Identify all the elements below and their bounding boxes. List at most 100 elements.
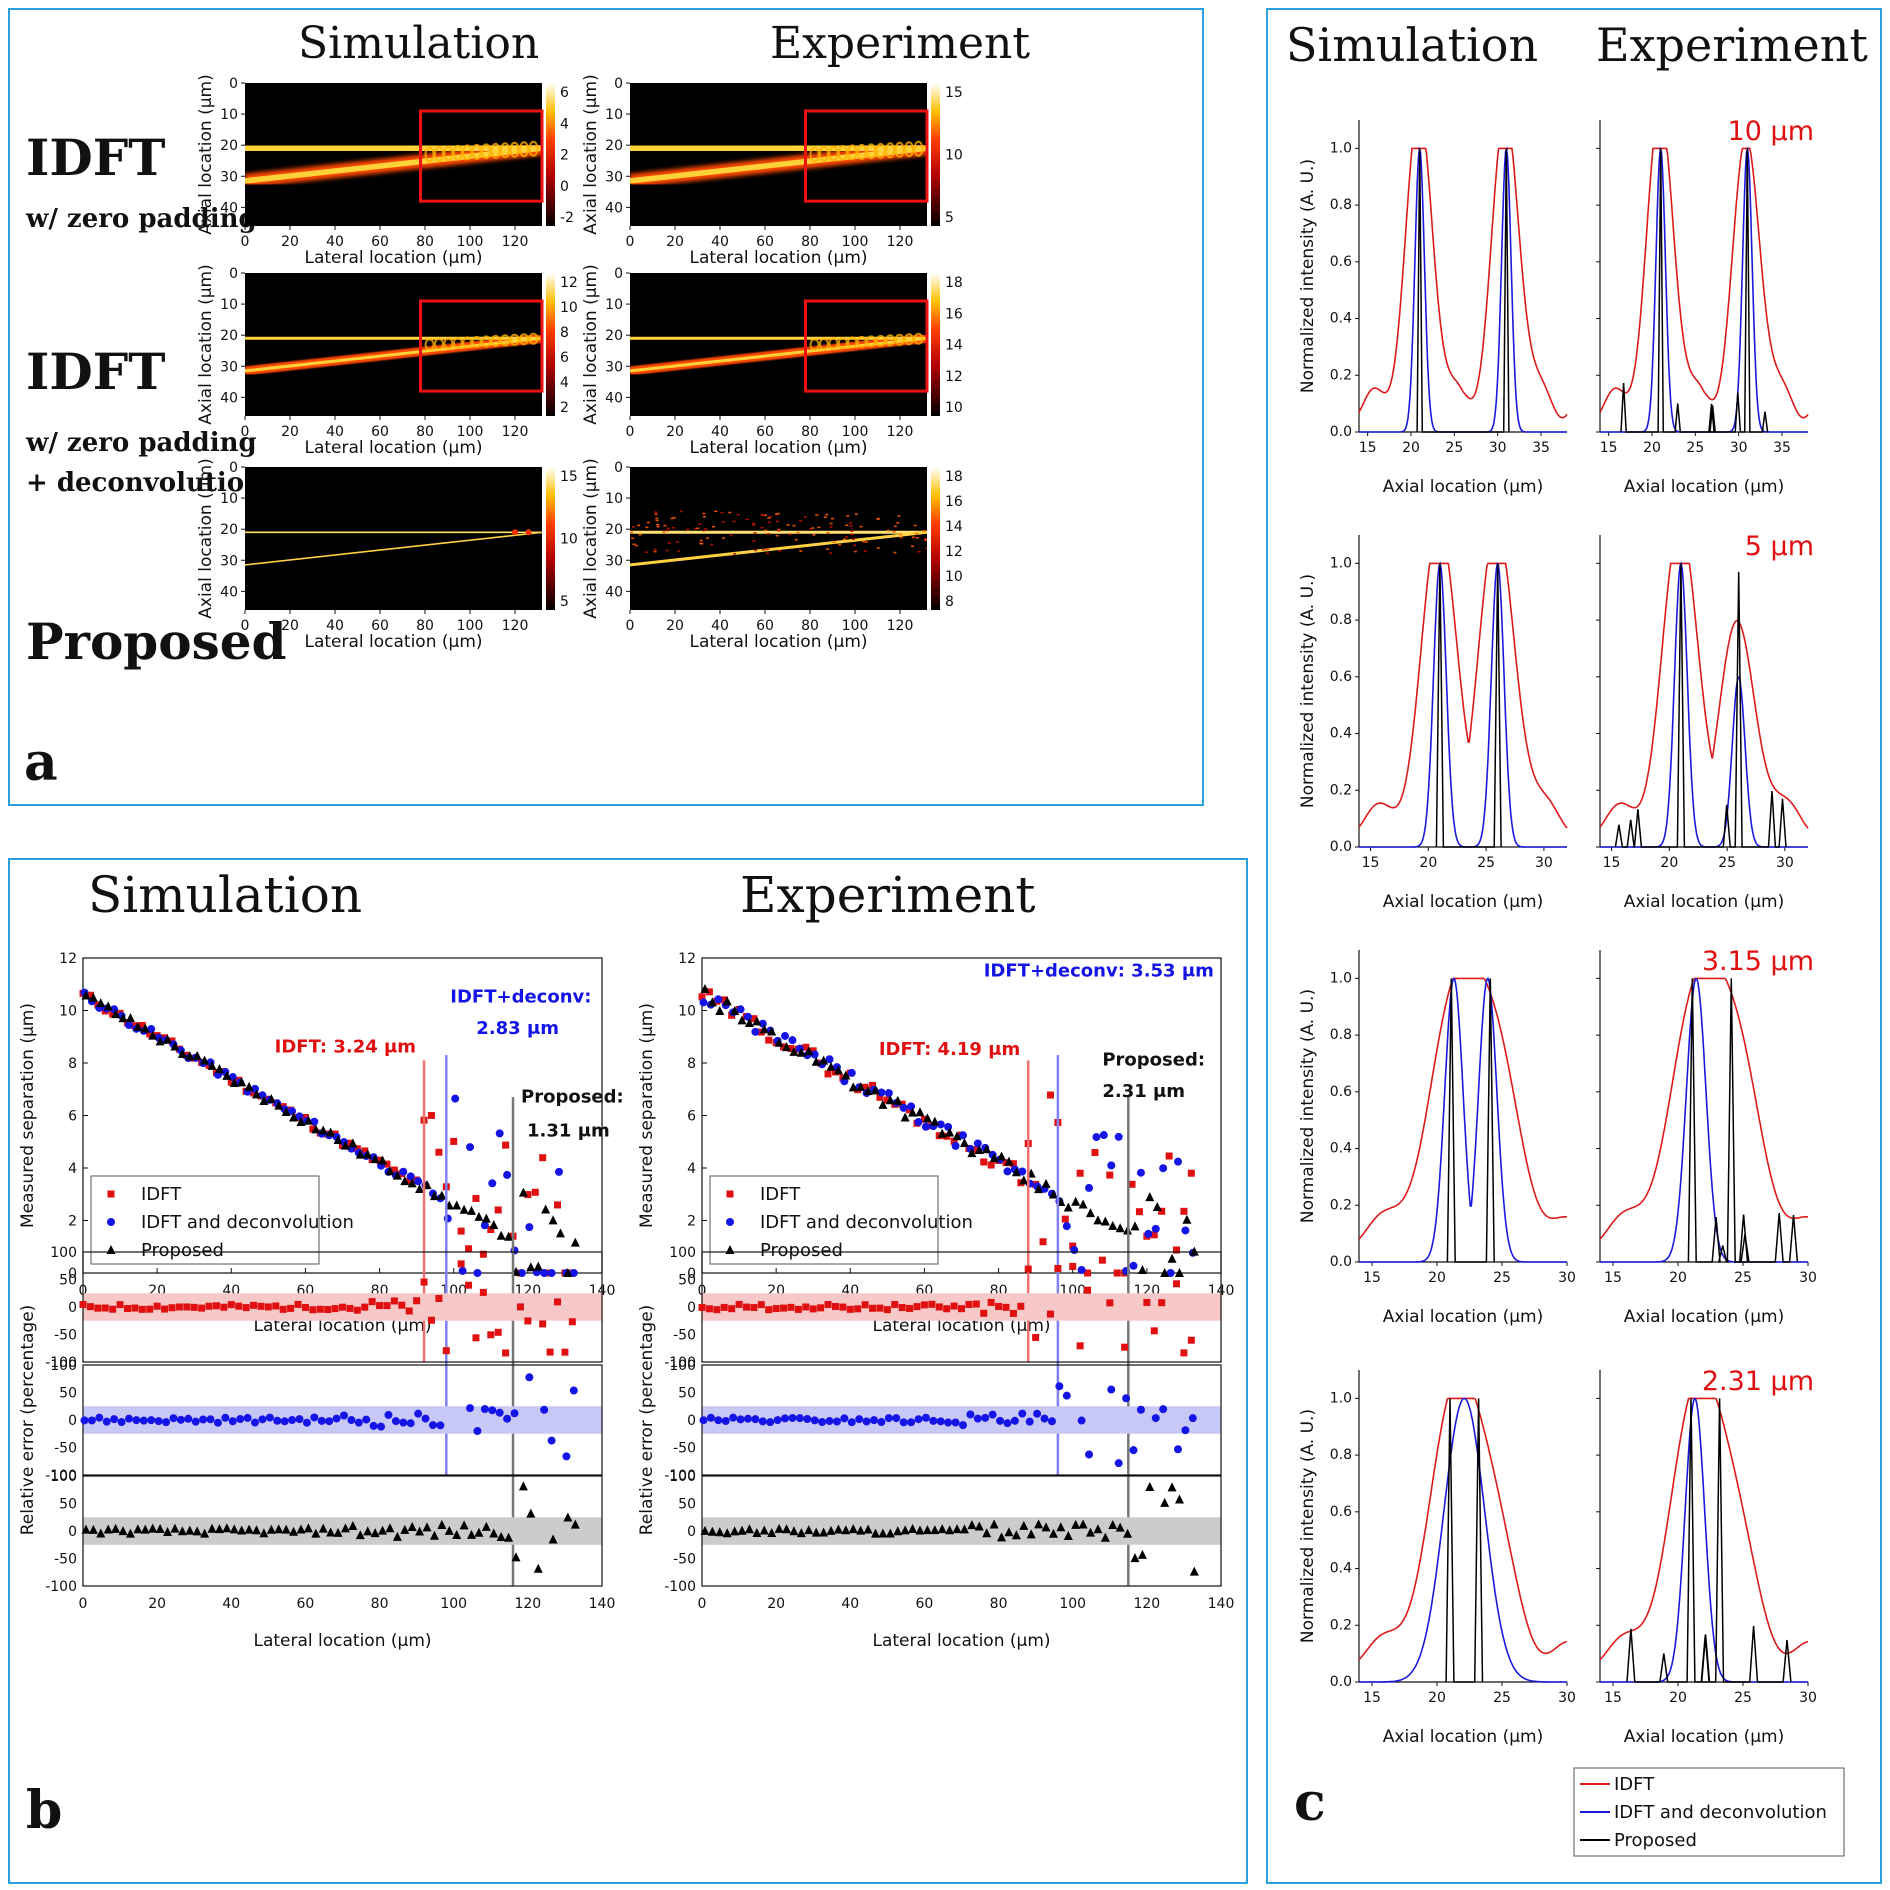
marker-circle bbox=[495, 1129, 504, 1138]
marker-square bbox=[958, 1305, 965, 1313]
marker-triangle bbox=[774, 1037, 784, 1047]
interference-blob bbox=[828, 337, 839, 350]
marker-square bbox=[309, 1306, 317, 1314]
marker-square bbox=[301, 1304, 309, 1312]
marker-triangle bbox=[841, 1525, 851, 1535]
marker-triangle bbox=[796, 1528, 806, 1538]
marker-triangle bbox=[214, 1064, 224, 1074]
x-tick-label: 0 bbox=[241, 424, 250, 440]
marker-triangle bbox=[1011, 1167, 1021, 1177]
x-tick-label: 80 bbox=[801, 618, 819, 634]
x-tick-label: 60 bbox=[371, 424, 389, 440]
profile-4-sim: 0.0 0.2 0.4 0.6 0.8 1.0 Normalized intensity (… bbox=[1298, 1370, 1576, 1747]
marker-square bbox=[765, 1036, 773, 1044]
marker-triangle bbox=[370, 1154, 380, 1164]
marker-circle bbox=[488, 1406, 497, 1415]
interference-blob bbox=[885, 142, 896, 159]
x-tick-label: 0 bbox=[79, 1596, 88, 1612]
y-axis-label: Normalized intensity (A. U.) bbox=[1298, 989, 1318, 1223]
speckle bbox=[922, 529, 926, 532]
marker-triangle bbox=[774, 1523, 784, 1533]
marker-square bbox=[1084, 1269, 1092, 1277]
marker-square bbox=[1143, 1298, 1151, 1306]
marker-triangle bbox=[1048, 1528, 1058, 1538]
marker-square bbox=[435, 1148, 443, 1156]
speckle bbox=[851, 538, 855, 540]
y-tick-label: 0.0 bbox=[1330, 839, 1352, 855]
marker-circle bbox=[110, 1415, 119, 1424]
interference-blob bbox=[809, 146, 820, 163]
interference-blob bbox=[519, 141, 529, 158]
marker-triangle bbox=[81, 1524, 91, 1534]
panel-a bbox=[8, 8, 1204, 806]
marker-circle bbox=[503, 1170, 512, 1179]
marker-square bbox=[794, 1305, 802, 1313]
row2-subtitle: w/ zero padding bbox=[26, 428, 257, 458]
roi-box bbox=[419, 109, 544, 203]
legend-box bbox=[1573, 1767, 1845, 1857]
marker-circle bbox=[1173, 1445, 1182, 1454]
idft-curve bbox=[1358, 562, 1568, 829]
x-tick-label: 100 bbox=[457, 424, 484, 440]
colorbar-tick-label: 18 bbox=[945, 275, 963, 291]
marker-circle bbox=[877, 1088, 886, 1097]
marker-circle bbox=[788, 1413, 797, 1422]
interference-blob bbox=[433, 337, 444, 350]
speckle bbox=[632, 543, 636, 546]
annotation-proposed-value: 2.31 μm bbox=[1102, 1081, 1185, 1102]
y-tick-label: 0 bbox=[68, 1413, 77, 1429]
marker-circle bbox=[810, 1050, 819, 1059]
marker-circle bbox=[743, 1012, 752, 1021]
marker-square bbox=[324, 1306, 332, 1314]
marker-circle bbox=[884, 1414, 893, 1423]
marker-triangle bbox=[863, 1524, 873, 1534]
marker-square bbox=[861, 1301, 869, 1309]
marker-triangle bbox=[1011, 1530, 1021, 1540]
legend-label: IDFT and deconvolution bbox=[1614, 1802, 1827, 1823]
marker-triangle bbox=[311, 1124, 321, 1134]
marker-square bbox=[891, 1300, 899, 1308]
marker-triangle bbox=[504, 1231, 514, 1241]
marker-circle bbox=[781, 1414, 790, 1423]
marker-triangle bbox=[496, 1532, 506, 1542]
interference-blob bbox=[433, 145, 444, 162]
marker-square bbox=[524, 1317, 532, 1325]
speckle bbox=[663, 524, 667, 527]
marker-circle bbox=[295, 1415, 304, 1424]
marker-square bbox=[869, 1081, 877, 1089]
separation-label: 3.15 μm bbox=[1702, 946, 1814, 977]
interference-blob bbox=[528, 140, 539, 157]
marker-circle bbox=[95, 1413, 104, 1422]
profile-3-exp: 15 20 25 30 Axial location (μm) 3.15 μm bbox=[1596, 946, 1817, 1327]
marker-circle bbox=[221, 1413, 230, 1422]
speckle bbox=[848, 522, 852, 524]
y-tick-label: -100 bbox=[45, 1579, 77, 1595]
y-tick-label: -50 bbox=[673, 1441, 696, 1457]
marker-circle bbox=[899, 1103, 908, 1112]
y-tick-label: 20 bbox=[220, 522, 238, 538]
interference-blob bbox=[462, 144, 473, 161]
reflector-2 bbox=[630, 530, 927, 567]
marker-square bbox=[861, 1083, 869, 1091]
speckle bbox=[753, 549, 757, 552]
marker-circle bbox=[510, 1246, 519, 1255]
speckle bbox=[763, 514, 767, 517]
marker-triangle bbox=[326, 1127, 336, 1137]
marker-triangle bbox=[140, 1524, 150, 1534]
speckle bbox=[897, 515, 901, 517]
colorbar bbox=[931, 83, 940, 226]
marker-triangle bbox=[819, 1055, 829, 1065]
y-tick-label: 0.2 bbox=[1330, 1617, 1352, 1633]
speckle bbox=[710, 543, 714, 546]
marker-triangle bbox=[526, 1508, 536, 1518]
legend-label: IDFT bbox=[141, 1184, 182, 1205]
marker-square bbox=[928, 1300, 936, 1308]
x-tick-label: 100 bbox=[440, 1596, 467, 1612]
marker-square bbox=[1135, 1208, 1143, 1216]
interference-blob bbox=[452, 144, 463, 161]
interference-blob bbox=[913, 332, 924, 345]
row2-subtitle2: + deconvolution bbox=[26, 468, 263, 498]
x-tick-label: 25 bbox=[1445, 440, 1463, 456]
